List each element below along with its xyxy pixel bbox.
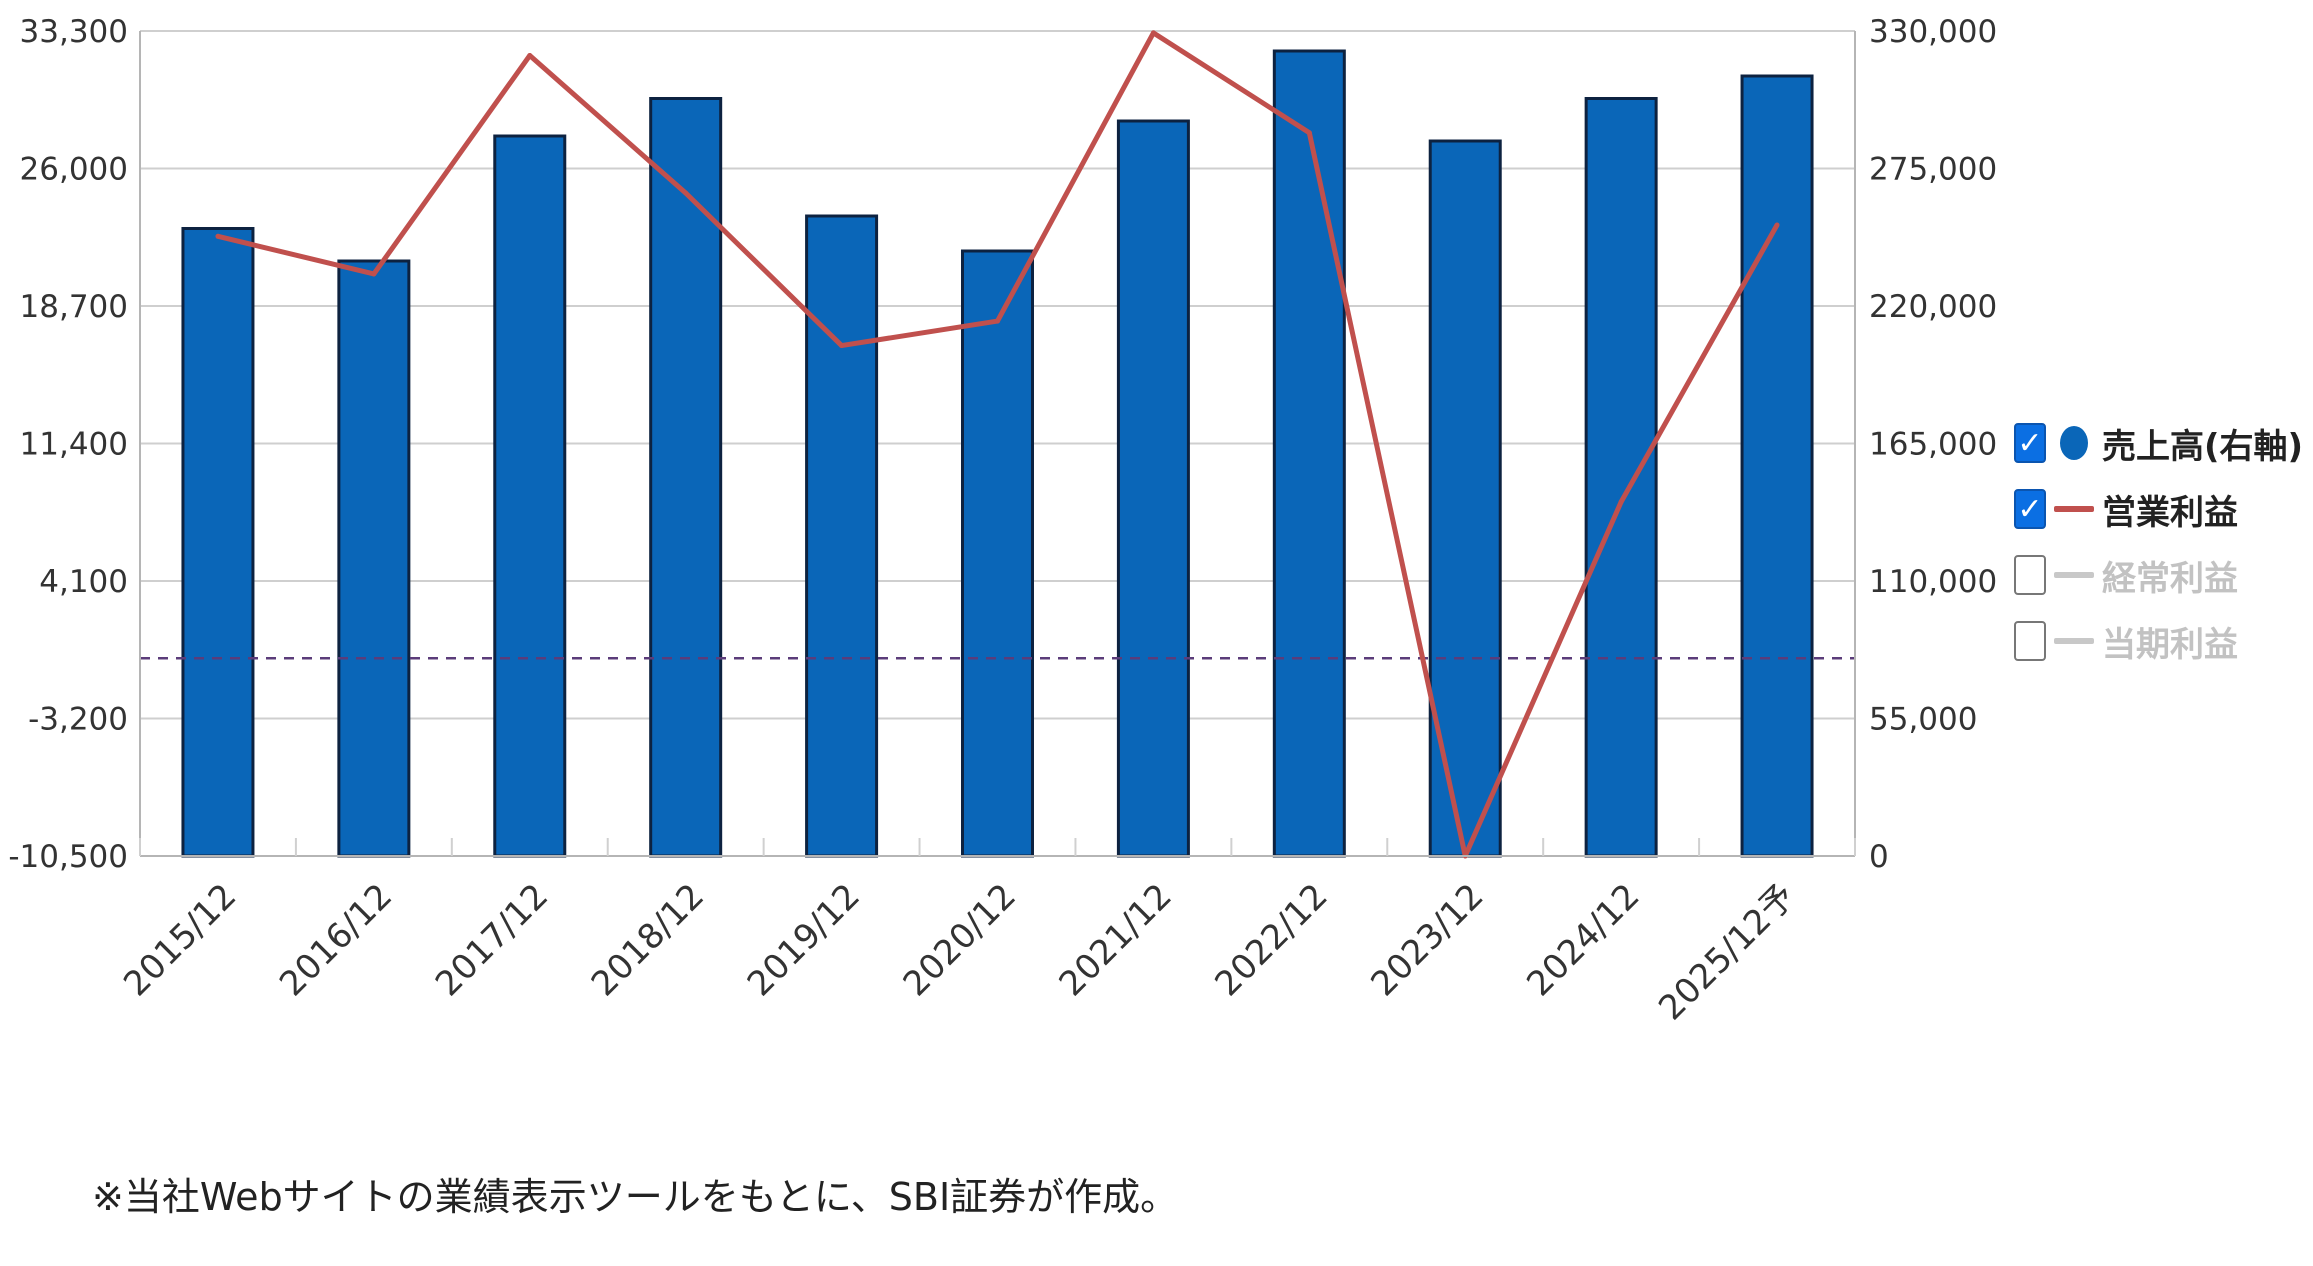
category-label: 2021/12 xyxy=(1052,876,1180,1004)
sales-bar xyxy=(1584,97,1658,858)
axes xyxy=(139,31,1856,857)
left-tick-label: 26,000 xyxy=(20,152,128,188)
legend-item-sales[interactable]: ✓ 売上高(右軸) xyxy=(2014,410,2313,476)
right-tick-label: 275,000 xyxy=(1869,152,1997,188)
category-label: 2018/12 xyxy=(584,876,712,1004)
sales-bar xyxy=(493,134,567,858)
checkbox-operating-profit[interactable]: ✓ xyxy=(2014,489,2046,529)
operating-profit-point xyxy=(1306,130,1312,136)
line-icon xyxy=(2054,489,2094,529)
operating-profit-point xyxy=(683,190,689,196)
legend: ✓ 売上高(右軸) ✓ 営業利益 経常利益 当期利益 xyxy=(2014,410,2313,674)
legend-item-net-profit[interactable]: 当期利益 xyxy=(2014,608,2313,674)
legend-label-net-profit: 当期利益 xyxy=(2102,624,2238,665)
footnote: ※当社Webサイトの業績表示ツールをもとに、SBI証券が作成。 xyxy=(92,1175,1179,1219)
line-icon xyxy=(2054,621,2094,661)
category-label: 2017/12 xyxy=(428,876,556,1004)
left-tick-label: 11,400 xyxy=(20,427,128,463)
sales-bar xyxy=(1740,74,1814,858)
category-label: 2020/12 xyxy=(896,876,1024,1004)
sales-bar xyxy=(337,259,411,858)
sales-bar xyxy=(649,97,723,858)
operating-profit-point xyxy=(995,318,1000,324)
left-tick-label: 33,300 xyxy=(20,14,128,50)
left-tick-label: -3,200 xyxy=(28,702,128,738)
right-tick-label: 330,000 xyxy=(1869,14,1997,50)
right-tick-label: 165,000 xyxy=(1869,427,1997,463)
legend-label-ordinary-profit: 経常利益 xyxy=(2102,558,2238,599)
legend-label-operating-profit: 営業利益 xyxy=(2102,492,2238,533)
checkbox-net-profit[interactable] xyxy=(2014,621,2046,661)
right-tick-label: 55,000 xyxy=(1869,702,1977,738)
checkbox-sales[interactable]: ✓ xyxy=(2014,423,2046,463)
category-label: 2022/12 xyxy=(1208,876,1336,1004)
operating-profit-point xyxy=(371,271,377,277)
operating-profit-line xyxy=(215,30,1780,859)
left-tick-label: 4,100 xyxy=(39,564,128,600)
right-tick-label: 220,000 xyxy=(1869,289,1997,325)
operating-profit-point xyxy=(215,233,221,239)
sales-bars xyxy=(181,49,1814,858)
sales-bar xyxy=(805,214,879,858)
left-tick-label: 18,700 xyxy=(20,289,128,325)
dot-icon xyxy=(2054,423,2094,463)
right-tick-label: 110,000 xyxy=(1869,564,1997,600)
category-label: 2024/12 xyxy=(1519,876,1647,1004)
operating-profit-point xyxy=(1774,222,1780,228)
category-label: 2016/12 xyxy=(272,876,400,1004)
operating-profit-point xyxy=(1150,30,1156,36)
right-tick-label: 0 xyxy=(1869,839,1889,875)
sales-bar xyxy=(961,249,1034,858)
earnings-chart: 33,300 26,000 18,700 11,400 4,100 -3,200 -10,5… xyxy=(8,14,1997,1028)
legend-item-ordinary-profit[interactable]: 経常利益 xyxy=(2014,542,2313,608)
category-label: 2025/12予 xyxy=(1651,876,1803,1028)
category-label: 2015/12 xyxy=(116,876,244,1004)
checkbox-ordinary-profit[interactable] xyxy=(2014,555,2046,595)
operating-profit-point xyxy=(1618,499,1624,505)
left-tick-label: -10,500 xyxy=(8,839,128,875)
operating-profit-point xyxy=(839,343,845,349)
left-axis-ticks: 33,300 26,000 18,700 11,400 4,100 -3,200 -10,5… xyxy=(8,14,128,875)
category-labels: 2015/12 2016/12 2017/12 2018/12 2019/12 2020/… xyxy=(116,876,1803,1028)
sales-bar xyxy=(1116,119,1190,858)
legend-label-sales: 売上高(右軸) xyxy=(2102,426,2304,467)
operating-profit-point xyxy=(527,52,533,58)
right-axis-ticks: 330,000 275,000 220,000 165,000 110,000 55,00… xyxy=(1869,14,1997,875)
sales-bar xyxy=(181,227,255,858)
category-label: 2019/12 xyxy=(740,876,868,1004)
category-label: 2023/12 xyxy=(1363,876,1491,1004)
line-icon xyxy=(2054,555,2094,595)
legend-item-operating-profit[interactable]: ✓ 営業利益 xyxy=(2014,476,2313,542)
sales-bar xyxy=(1272,49,1346,858)
